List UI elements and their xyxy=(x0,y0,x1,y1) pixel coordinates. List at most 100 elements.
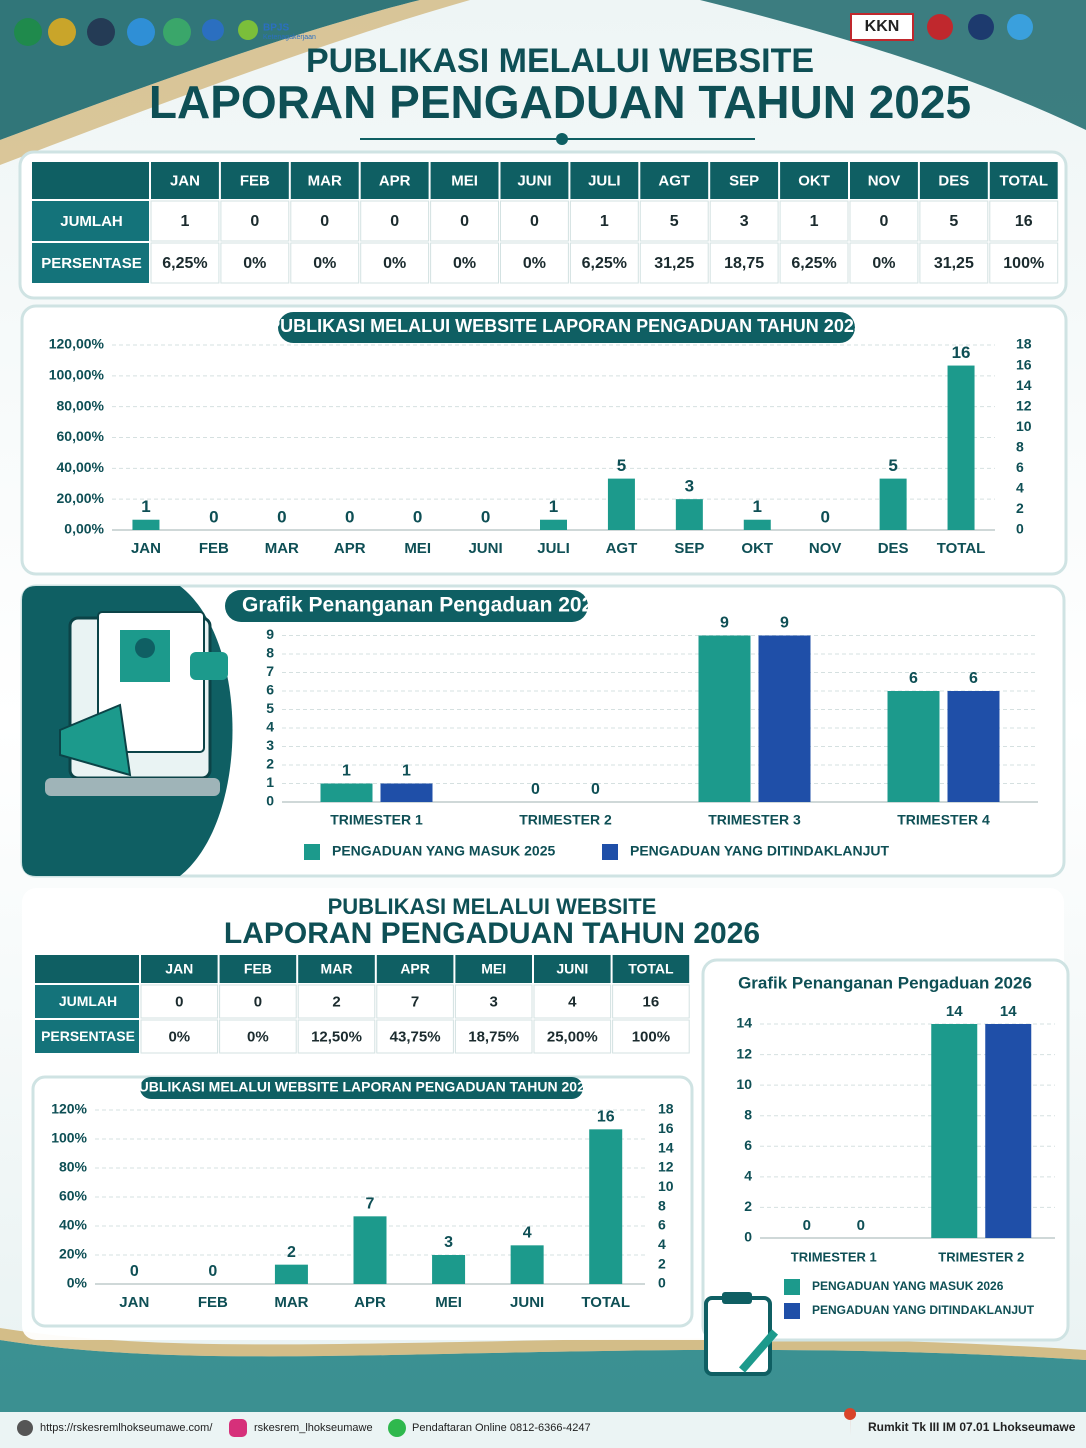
table-cell xyxy=(989,200,1059,242)
y-tick-label: 40,00% xyxy=(57,459,105,475)
y2-tick-label: 18 xyxy=(658,1101,674,1117)
table-cell-text: 5 xyxy=(670,213,679,230)
table-cell xyxy=(989,242,1059,284)
footer-instagram: rskesrem_lhokseumawe xyxy=(254,1422,373,1434)
chart-title: PUBLIKASI MELALUI WEBSITE LAPORAN PENGAD… xyxy=(129,1079,593,1095)
row-label: PERSENTASE xyxy=(41,255,142,272)
x-tick-label: TRIMESTER 1 xyxy=(330,812,423,828)
clipboard xyxy=(704,1296,772,1376)
bar xyxy=(879,478,907,530)
logo xyxy=(163,18,191,46)
table-cell xyxy=(220,200,290,242)
table-cell-text: 0% xyxy=(383,255,406,272)
table-header-cell xyxy=(360,162,429,199)
table-cell-text: 2 xyxy=(332,993,340,1010)
y-tick-label: 4 xyxy=(266,719,274,735)
illustration xyxy=(45,611,228,796)
table-header: JAN xyxy=(170,172,200,189)
chart-title: PUBLIKASI MELALUI WEBSITE LAPORAN PENGAD… xyxy=(268,316,864,336)
chart-title: Grafik Penanganan Pengaduan 2025 xyxy=(242,594,605,617)
table-cell-text: 0 xyxy=(250,213,259,230)
table-header-cell xyxy=(534,955,611,983)
table-cell-text: 12,50% xyxy=(311,1028,362,1045)
x-tick-label: APR xyxy=(334,540,366,557)
web-icon xyxy=(17,1420,33,1436)
x-tick-label: TOTAL xyxy=(581,1294,630,1311)
footer-bar xyxy=(0,1412,1086,1448)
table-cell-text: 0 xyxy=(390,213,399,230)
row-label: JUMLAH xyxy=(60,213,123,230)
x-tick-label: TRIMESTER 2 xyxy=(519,812,612,828)
table-cell-text: 0% xyxy=(243,255,266,272)
table-header: DES xyxy=(938,172,969,189)
bar xyxy=(931,1024,978,1238)
table-cell xyxy=(376,1019,454,1054)
y-tick-label: 3 xyxy=(266,737,274,753)
table-cell-text: 0 xyxy=(175,993,183,1010)
table-cell xyxy=(150,242,220,284)
table-header-cell xyxy=(376,955,454,983)
y-tick-label: 0 xyxy=(266,793,274,809)
legend-label: PENGADUAN YANG DITINDAKLANJUT xyxy=(812,1303,1035,1317)
table-header: JAN xyxy=(165,961,193,977)
logo xyxy=(968,14,994,40)
clip xyxy=(722,1292,752,1304)
clipboard-icon xyxy=(704,1292,779,1376)
data-label: 14 xyxy=(946,1003,963,1020)
instagram-icon xyxy=(229,1419,247,1437)
y-tick-label: 80% xyxy=(59,1159,88,1175)
table-header-cell xyxy=(640,162,709,199)
x-tick-label: JULI xyxy=(537,540,570,557)
table-header: TOTAL xyxy=(628,961,674,977)
footer-registration: Pendaftaran Online 0812-6366-4247 xyxy=(412,1422,591,1434)
table-cell-text: 31,25 xyxy=(654,255,694,272)
x-tick-label: JUNI xyxy=(468,540,502,557)
data-label: 3 xyxy=(685,477,694,496)
y-tick-label: 10 xyxy=(736,1076,752,1092)
person xyxy=(135,638,155,658)
bar xyxy=(132,519,160,530)
table-cell xyxy=(612,1019,690,1054)
y2-tick-label: 4 xyxy=(1016,480,1024,496)
table-header: TOTAL xyxy=(999,172,1048,189)
logo xyxy=(850,13,914,41)
data-label: 0 xyxy=(591,781,600,798)
x-tick-label: TOTAL xyxy=(937,540,986,557)
table-cell-text: 25,00% xyxy=(547,1028,598,1045)
laptop-base xyxy=(45,778,220,796)
data-label: 5 xyxy=(617,456,626,475)
table-cell-text: 43,75% xyxy=(390,1028,441,1045)
y-tick-label: 100% xyxy=(51,1130,87,1146)
bar xyxy=(887,691,940,802)
bar xyxy=(589,1129,623,1284)
table-header-cell xyxy=(710,162,779,199)
data-label: 1 xyxy=(141,497,150,516)
logos: BPJS Ketenagakerjaan KKN xyxy=(14,13,1033,46)
data-label: 1 xyxy=(753,497,762,516)
bar xyxy=(540,519,567,530)
logo-text: KKN xyxy=(865,18,900,35)
bar xyxy=(675,499,703,530)
bar xyxy=(985,1024,1032,1238)
logo xyxy=(202,19,224,41)
bar xyxy=(743,519,771,530)
data-label: 0 xyxy=(413,507,422,526)
logo xyxy=(48,18,76,46)
table-cell-text: 100% xyxy=(1003,255,1044,272)
x-tick-label: FEB xyxy=(198,1294,228,1311)
subtitle: LAPORAN PENGADUAN TAHUN 2025 xyxy=(149,76,971,128)
table-header-cell xyxy=(612,955,690,983)
logo xyxy=(14,18,42,46)
logo xyxy=(927,14,953,40)
table-cell xyxy=(919,242,989,284)
table-header: JULI xyxy=(588,172,621,189)
table-header-cell xyxy=(780,162,848,199)
megaphone xyxy=(59,703,132,777)
table-cell-text: 6,25% xyxy=(582,255,627,272)
y-tick-label: 6 xyxy=(744,1137,752,1153)
y2-tick-label: 14 xyxy=(658,1139,674,1155)
table-cell-text: 0% xyxy=(453,255,476,272)
table-cell xyxy=(297,1019,376,1054)
logo xyxy=(127,18,155,46)
chat-bubble xyxy=(190,652,228,680)
